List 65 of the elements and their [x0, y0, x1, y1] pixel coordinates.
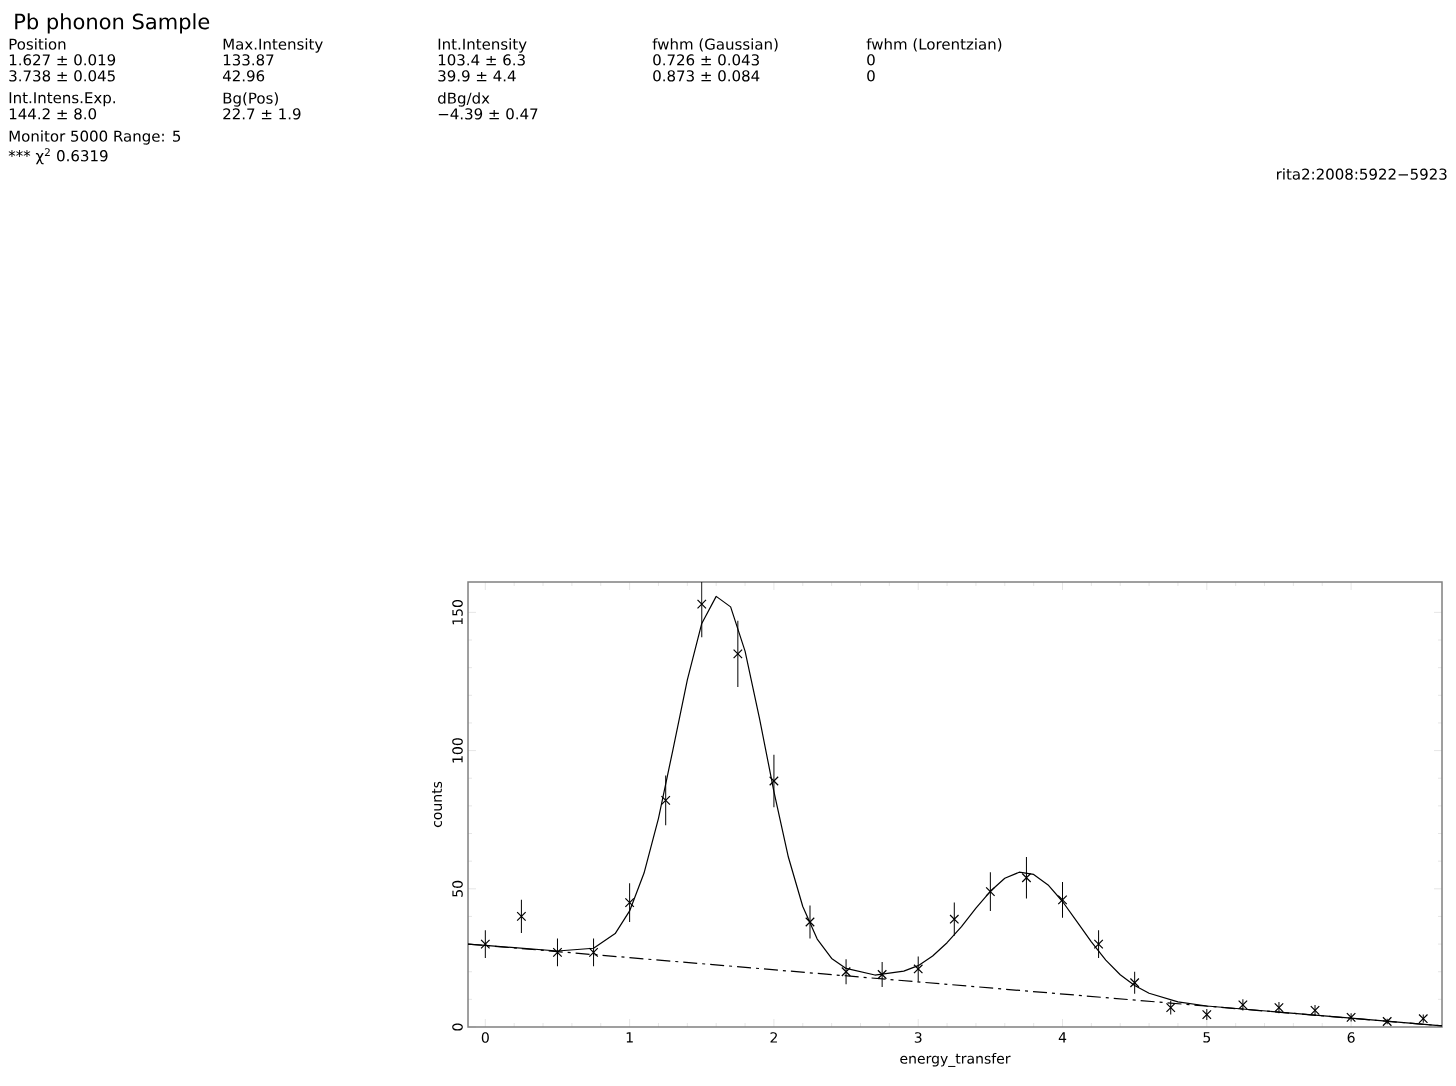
- x-tick-label: 6: [1347, 1032, 1355, 1043]
- text: 144.2 ± 8.0: [9, 108, 97, 120]
- text: fwhm (Gaussian): [652, 38, 778, 52]
- point: [516, 911, 527, 922]
- x-tick-label: 2: [770, 1032, 777, 1043]
- text: fwhm (Lorentzian): [866, 38, 1002, 52]
- text: Pb phonon Sample: [15, 13, 210, 34]
- text: 0.726 ± 0.043: [653, 54, 759, 66]
- point: [805, 917, 815, 927]
- x-axis-title: energy_transfer: [900, 1052, 1011, 1067]
- point: [985, 886, 996, 897]
- point: [1201, 1009, 1212, 1020]
- text: −4.39 ± 0.47: [438, 108, 538, 120]
- text: *** χ$^{2}$ 0.6319: [8, 148, 108, 165]
- point: [1310, 1005, 1320, 1016]
- text: rita2:2008:5922−5923: [1277, 168, 1447, 180]
- point: [696, 599, 707, 609]
- point: [913, 964, 924, 974]
- point: [1274, 1002, 1284, 1013]
- point: [733, 649, 743, 659]
- text: 133.87: [223, 54, 274, 66]
- x-tick-label: 3: [914, 1032, 922, 1043]
- point: [949, 914, 960, 925]
- text: 42.96: [222, 70, 265, 82]
- text: 0.873 ± 0.084: [653, 70, 760, 82]
- point: [552, 947, 563, 958]
- y-tick-label: 0: [452, 1023, 463, 1031]
- point: [660, 795, 671, 806]
- text: Max.Intensity: [223, 38, 323, 53]
- text: Int.Intensity: [438, 38, 527, 53]
- text: 0: [867, 70, 875, 82]
- point: [769, 776, 779, 786]
- text: 22.7 ± 1.9: [223, 108, 301, 120]
- x-tick-label: 5: [1203, 1032, 1211, 1043]
- y-axis-title: counts: [431, 781, 443, 828]
- text: 0: [867, 54, 875, 66]
- point: [1238, 1000, 1248, 1010]
- y-tick-label: 150: [452, 599, 463, 625]
- text: Position: [9, 38, 66, 50]
- point: [588, 947, 599, 958]
- point: [1418, 1013, 1429, 1024]
- text: dBg/dx: [438, 92, 490, 107]
- y-tick-label: 100: [452, 738, 463, 763]
- text: 3.738 ± 0.045: [9, 70, 115, 82]
- text: 103.4 ± 6.3: [438, 54, 525, 66]
- text: Monitor 5000 Range: 5: [9, 130, 181, 145]
- text: 1.627 ± 0.019: [9, 54, 116, 66]
- point: [1021, 872, 1032, 883]
- x-tick-label: 4: [1058, 1032, 1067, 1043]
- point: [877, 969, 887, 980]
- text: Int.Intens.Exp.: [9, 92, 115, 107]
- point: [1129, 977, 1140, 988]
- point: [1093, 939, 1104, 949]
- x-tick-label: 1: [626, 1032, 633, 1043]
- point: [1057, 895, 1068, 905]
- point: [624, 897, 635, 908]
- point: [1382, 1016, 1393, 1027]
- point: [1346, 1012, 1356, 1023]
- y-tick-label: 50: [452, 880, 463, 897]
- x-tick-label: 0: [481, 1032, 489, 1043]
- point: [1165, 1002, 1176, 1013]
- text: 39.9 ± 4.4: [438, 70, 516, 82]
- point: [841, 966, 851, 977]
- point: [480, 939, 491, 949]
- text: Bg(Pos): [223, 92, 278, 107]
